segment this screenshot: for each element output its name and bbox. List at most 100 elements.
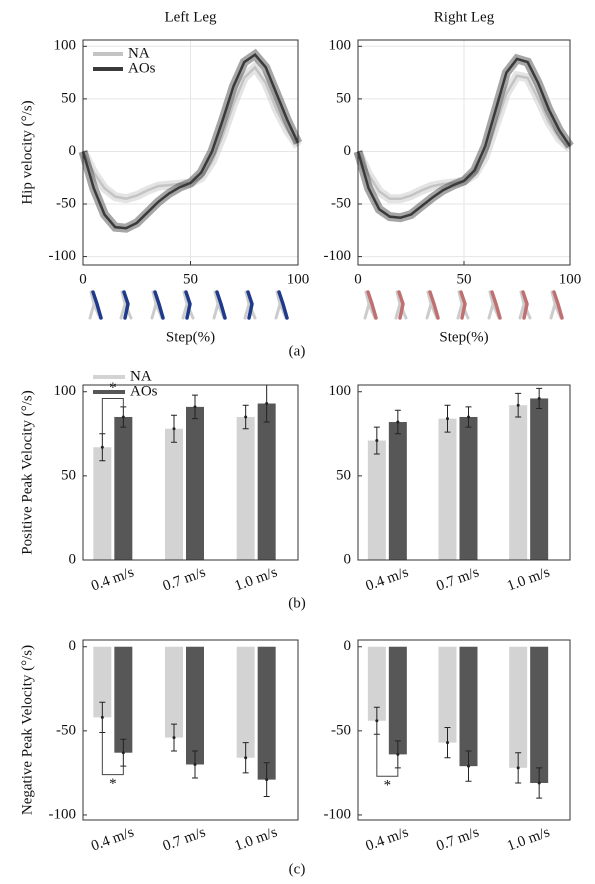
panel-label: (c)	[289, 861, 306, 877]
error-center	[396, 752, 400, 756]
y-tick-label: 0	[69, 143, 77, 159]
x-tick-label: 0.7 m/s	[161, 564, 208, 594]
error-center	[193, 405, 197, 409]
x-tick-label: 0.7 m/s	[161, 824, 208, 854]
error-center	[193, 762, 197, 766]
bar	[165, 646, 183, 738]
walker-icon	[91, 290, 103, 320]
error-center	[375, 439, 379, 443]
x-axis-label: Step(%)	[166, 329, 215, 345]
walker-icon	[277, 290, 289, 320]
error-center	[467, 415, 470, 419]
x-tick-label: 0	[79, 271, 87, 287]
y-tick-label: -100	[49, 806, 77, 822]
bar	[236, 416, 255, 560]
error-center	[244, 756, 248, 760]
bar	[388, 646, 407, 755]
bar	[530, 398, 549, 560]
error-center	[244, 415, 248, 419]
error-center	[446, 417, 449, 421]
legend-label: AOs	[128, 60, 156, 76]
error-center	[537, 781, 541, 785]
error-center	[100, 715, 104, 719]
y-axis-label: Hip velocity (°/s)	[19, 100, 35, 204]
y-tick-label: -50	[56, 195, 76, 211]
panel-label: (a)	[289, 343, 306, 359]
walker-icon	[459, 290, 467, 320]
axes-frame	[82, 384, 299, 561]
y-tick-label: 0	[69, 551, 77, 567]
legend-label: NA	[130, 368, 152, 384]
panel-label: (b)	[288, 595, 306, 611]
x-tick-label: 0.4 m/s	[89, 564, 136, 594]
error-center	[121, 751, 125, 755]
error-center	[265, 402, 269, 406]
error-center	[172, 427, 176, 431]
x-tick-label: 0.4 m/s	[89, 824, 136, 854]
x-tick-label: 1.0 m/s	[232, 564, 279, 594]
walker-icon	[246, 290, 254, 320]
x-tick-label: 0.7 m/s	[434, 564, 481, 594]
line	[81, 53, 300, 230]
bar	[186, 406, 204, 560]
bar	[186, 646, 204, 765]
x-tick-label: 0.4 m/s	[364, 564, 411, 594]
y-tick-label: -50	[331, 195, 351, 211]
bar	[367, 646, 386, 721]
line	[356, 57, 572, 219]
walker-icon	[215, 290, 227, 320]
significance-label: *	[109, 776, 117, 792]
y-tick-label: 100	[54, 38, 77, 54]
bar	[459, 646, 478, 767]
y-tick-label: 0	[69, 638, 77, 654]
error-center	[516, 403, 520, 407]
axes-frame	[82, 39, 299, 266]
y-tick-label: 0	[344, 143, 352, 159]
bar	[93, 646, 112, 718]
y-tick-label: 50	[61, 467, 76, 483]
bar	[257, 403, 276, 560]
bar	[93, 447, 112, 560]
bar	[236, 646, 255, 758]
x-tick-label: 1.0 m/s	[232, 824, 279, 854]
y-tick-label: 100	[329, 38, 352, 54]
axes-frame	[357, 639, 571, 821]
error-center	[172, 736, 176, 740]
bar	[509, 405, 528, 560]
bar	[165, 428, 183, 560]
y-tick-label: 100	[54, 383, 77, 399]
significance-bracket	[101, 397, 124, 434]
bar	[114, 646, 133, 753]
walker-icon	[490, 290, 502, 320]
walker-icon	[428, 290, 440, 320]
y-tick-label: 0	[344, 638, 352, 654]
axes-frame	[82, 639, 299, 821]
walker-icon	[184, 290, 192, 320]
axes-frame	[357, 39, 571, 266]
bar	[114, 416, 133, 560]
walker-icon	[521, 290, 529, 320]
chart-title: Right Leg	[434, 9, 495, 25]
y-tick-label: 50	[61, 90, 76, 106]
bar	[459, 416, 478, 560]
error-center	[265, 778, 269, 782]
walker-icon	[366, 290, 378, 320]
y-tick-label: -100	[324, 248, 352, 264]
error-center	[375, 719, 379, 723]
bar	[257, 646, 276, 780]
bar	[367, 440, 386, 560]
bar	[530, 646, 549, 783]
significance-label: *	[109, 380, 117, 396]
legend-label: AOs	[130, 383, 158, 399]
y-axis-label: Negative Peak Velocity (°/s)	[19, 645, 35, 815]
y-tick-label: 50	[336, 90, 351, 106]
x-tick-label: 50	[457, 271, 472, 287]
y-axis-label: Positive Peak Velocity (°/s)	[19, 390, 35, 554]
chart-title: Left Leg	[164, 9, 217, 25]
x-tick-label: 100	[287, 271, 310, 287]
axes-frame	[357, 384, 571, 561]
y-tick-label: -100	[49, 248, 77, 264]
error-center	[537, 396, 541, 400]
error-center	[121, 415, 125, 419]
